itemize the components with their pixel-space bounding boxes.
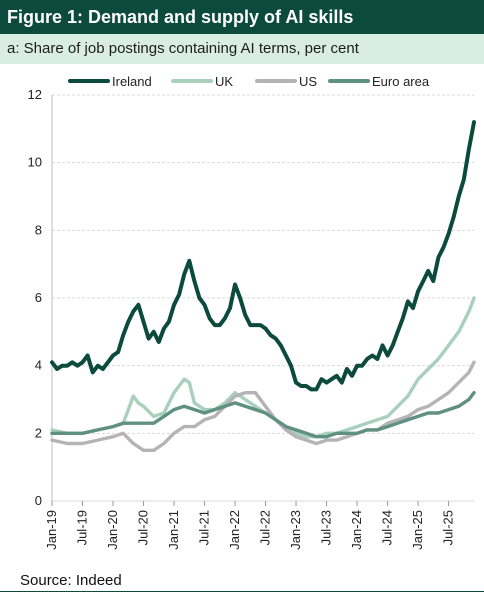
y-tick-label: 6 [35, 290, 42, 305]
series-line-ireland [50, 120, 476, 392]
legend: Ireland UK US Euro area [68, 74, 430, 89]
source-divider [0, 591, 484, 592]
grid [52, 94, 474, 502]
legend-label: Ireland [112, 74, 152, 89]
x-tick-label: Jan-24 [349, 510, 364, 550]
x-tick-label: Jul-25 [441, 510, 456, 545]
y-tick-label: 2 [35, 425, 42, 440]
x-tick-label: Jul-20 [136, 510, 151, 545]
figure-subtitle: a: Share of job postings containing AI t… [0, 34, 484, 64]
x-tick-label: Jan-25 [410, 510, 425, 550]
x-tick-label: Jan-23 [288, 510, 303, 550]
chart: 0 2 4 6 8 10 12 Jan-19 Jul-19 Jan-20 Jul-20 Jan-21 J… [28, 74, 476, 550]
x-tick-label: Jul-24 [380, 510, 395, 545]
x-tick-label: Jan-19 [44, 510, 59, 550]
legend-label: Euro area [372, 74, 430, 89]
x-tick-label: Jan-22 [227, 510, 242, 550]
x-tick-label: Jul-23 [319, 510, 334, 545]
y-tick-label: 12 [28, 87, 42, 102]
x-tick-label: Jul-22 [258, 510, 273, 545]
x-tick-label: Jul-21 [197, 510, 212, 545]
y-tick-label: 10 [28, 155, 42, 170]
series-line-us [50, 360, 476, 452]
legend-label: UK [215, 74, 233, 89]
x-tick-label: Jan-21 [166, 510, 181, 550]
series-line-euro-area [50, 391, 476, 439]
y-tick-label: 0 [35, 493, 42, 508]
source-note: Source: Indeed [20, 572, 122, 589]
x-tick-label: Jul-19 [75, 510, 90, 545]
figure-title: Figure 1: Demand and supply of AI skills [0, 0, 484, 34]
legend-label: US [299, 74, 317, 89]
y-tick-label: 4 [35, 358, 42, 373]
x-tick-label: Jan-20 [105, 510, 120, 550]
axes: 0 2 4 6 8 10 12 Jan-19 Jul-19 Jan-20 Jul-20 Jan-21 J… [28, 87, 456, 550]
y-tick-label: 8 [35, 222, 42, 237]
series-lines [50, 120, 476, 452]
